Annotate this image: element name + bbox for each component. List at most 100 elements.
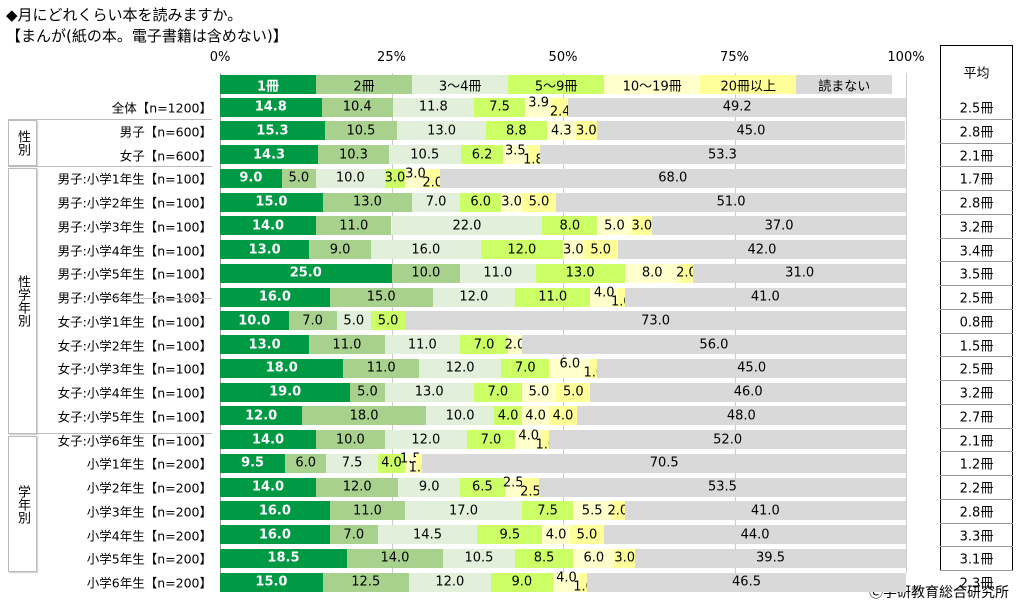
data-label: 5.0 bbox=[528, 384, 550, 400]
data-label: 16.0 bbox=[411, 242, 441, 257]
data-label: 9.0 bbox=[418, 479, 440, 495]
data-label: 3.5 bbox=[504, 143, 526, 158]
bar-segment bbox=[652, 216, 906, 236]
chart-subtitle: 【まんが(紙の本。電子書籍は含めない)】 bbox=[6, 27, 288, 45]
data-label: 3.9 bbox=[528, 95, 549, 111]
bar-segment bbox=[576, 121, 597, 141]
data-label: 7.0 bbox=[487, 384, 509, 400]
gridline bbox=[906, 73, 907, 573]
bar-segment bbox=[326, 453, 378, 473]
data-label: 13.0 bbox=[414, 384, 444, 400]
data-label: 6.5 bbox=[472, 479, 493, 495]
data-label: 13.0 bbox=[248, 242, 281, 257]
data-label: 4.0 bbox=[497, 408, 519, 424]
average-divider bbox=[940, 546, 1013, 548]
bar-segment bbox=[514, 430, 543, 449]
data-label: 2.0 bbox=[676, 265, 697, 281]
bar-segment bbox=[302, 406, 426, 426]
bar-segment bbox=[477, 525, 543, 544]
data-label: 11.0 bbox=[366, 360, 396, 376]
bar-segment bbox=[521, 335, 906, 354]
bar-segment bbox=[329, 501, 406, 521]
row-label: 男子:小学5年生【n=100】 bbox=[57, 266, 212, 282]
data-label: 12.0 bbox=[445, 360, 475, 376]
bar-segment bbox=[425, 406, 495, 426]
bar-segment bbox=[412, 192, 461, 212]
row-label: 女子:小学3年生【n=100】 bbox=[57, 361, 212, 377]
data-label: 11.8 bbox=[418, 99, 448, 115]
legend-label: 2冊 bbox=[353, 79, 375, 95]
data-label: 14.0 bbox=[251, 218, 285, 234]
data-label: 4.0 bbox=[545, 527, 567, 542]
data-label: 4.0 bbox=[525, 408, 546, 424]
data-label: 7.0 bbox=[343, 527, 365, 542]
bar-segment bbox=[576, 406, 906, 426]
data-label: 3.0 bbox=[405, 166, 426, 182]
bar-segment bbox=[460, 192, 502, 212]
data-label: 7.0 bbox=[302, 313, 323, 329]
bar-segment bbox=[329, 525, 378, 544]
data-label: 52.0 bbox=[713, 432, 743, 447]
x-tick-label: 25% bbox=[377, 50, 406, 65]
average-divider bbox=[940, 356, 1013, 358]
row-label: 男子:小学4年生【n=100】 bbox=[57, 243, 212, 258]
data-label: 12.5 bbox=[351, 574, 381, 590]
average-divider bbox=[940, 190, 1013, 192]
bar-segment bbox=[514, 287, 591, 307]
average-value: 2.5冊 bbox=[959, 362, 994, 378]
average-value: 2.8冊 bbox=[959, 125, 994, 141]
bar-segment bbox=[405, 453, 416, 473]
average-value: 2.3冊 bbox=[959, 576, 994, 592]
bar-segment bbox=[573, 501, 611, 521]
bar-segment bbox=[220, 216, 317, 236]
bar-segment bbox=[473, 382, 522, 402]
bar-segment bbox=[220, 192, 323, 212]
data-label: 12.0 bbox=[435, 574, 465, 590]
bar-segment bbox=[220, 430, 317, 449]
data-label: 7.0 bbox=[514, 360, 536, 376]
data-label: 16.0 bbox=[258, 527, 291, 542]
legend-label: 3～4冊 bbox=[438, 79, 482, 95]
legend-label: 1冊 bbox=[256, 79, 280, 95]
bar-segment bbox=[346, 548, 443, 568]
average-value: 3.2冊 bbox=[959, 386, 994, 402]
bar-segment bbox=[504, 477, 522, 497]
legend-swatch bbox=[220, 75, 317, 94]
bar-segment bbox=[508, 335, 522, 354]
data-label: 17.0 bbox=[449, 503, 478, 519]
row-label: 小学5年生【n=200】 bbox=[86, 551, 212, 567]
average-value: 2.8冊 bbox=[959, 505, 994, 521]
bar-segment bbox=[220, 477, 317, 497]
legend-label: 読まない bbox=[818, 79, 871, 95]
data-label: 14.0 bbox=[251, 432, 285, 447]
bar-segment bbox=[466, 430, 515, 449]
bar-segment bbox=[549, 358, 591, 378]
average-value: 3.2冊 bbox=[959, 220, 994, 236]
bar-segment bbox=[220, 121, 325, 141]
bar-segment bbox=[439, 168, 906, 188]
row-label: 男子:小学6年生【n=100】 bbox=[57, 290, 212, 306]
average-value: 2.5冊 bbox=[959, 101, 994, 117]
bar-segment bbox=[535, 263, 625, 283]
bar-segment bbox=[329, 287, 433, 307]
data-label: 10.5 bbox=[346, 123, 376, 139]
data-label: 5.0 bbox=[604, 218, 625, 234]
data-label: 18.0 bbox=[349, 408, 379, 424]
data-label: 7.5 bbox=[489, 99, 510, 115]
average-divider bbox=[940, 285, 1013, 287]
data-label: 18.5 bbox=[267, 550, 300, 566]
bar-segment bbox=[590, 358, 598, 378]
bar-segment bbox=[422, 453, 906, 473]
data-label: 5.5 bbox=[581, 503, 603, 519]
bar-segment bbox=[539, 145, 906, 164]
data-label: 10.0 bbox=[335, 170, 365, 186]
average-value: 2.1冊 bbox=[959, 149, 994, 164]
data-label: 19.0 bbox=[269, 384, 302, 400]
data-label: 11.0 bbox=[332, 337, 362, 352]
bar-segment bbox=[388, 145, 461, 164]
row-label: 小学4年生【n=200】 bbox=[86, 528, 212, 543]
bar-segment bbox=[220, 548, 347, 568]
bar-segment bbox=[521, 406, 550, 426]
bar-segment bbox=[614, 548, 636, 568]
data-label: 16.0 bbox=[258, 503, 291, 519]
